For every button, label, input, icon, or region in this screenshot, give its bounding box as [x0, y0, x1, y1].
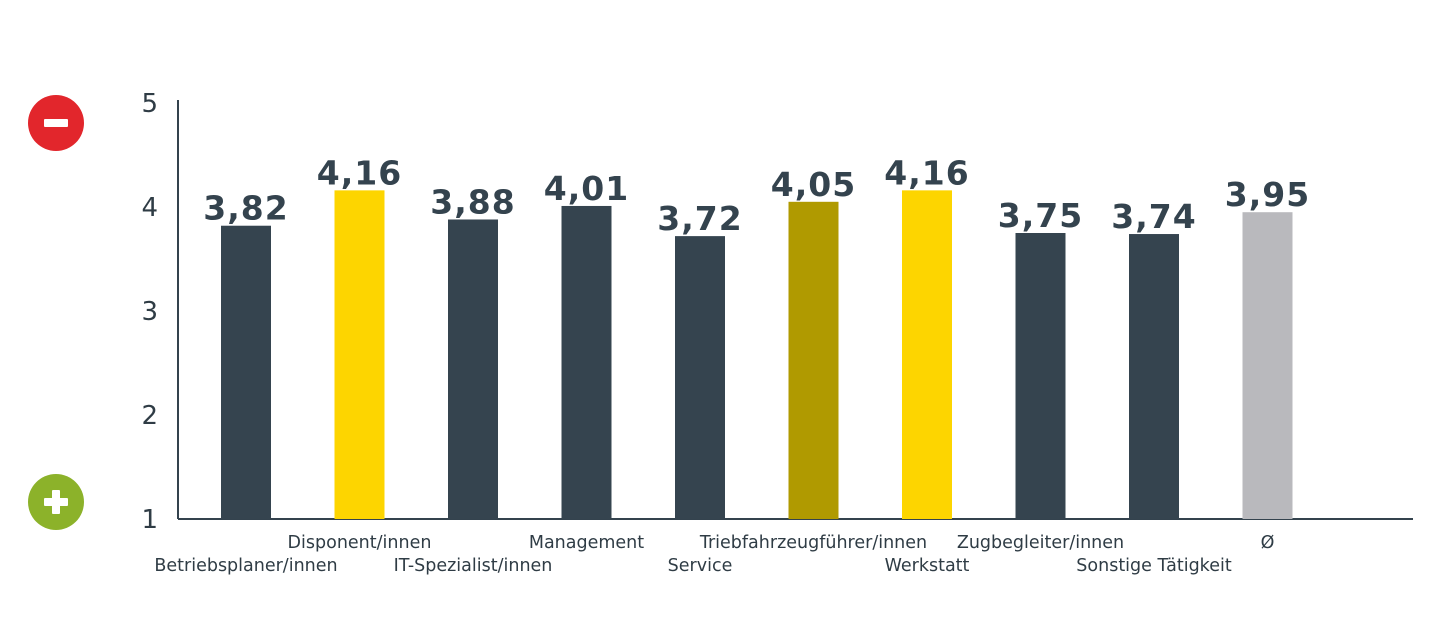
bar [1129, 234, 1179, 520]
bar [675, 236, 725, 519]
value-label: 4,16 [317, 153, 402, 192]
category-label: Ø [1261, 533, 1275, 553]
value-label: 3,75 [998, 196, 1083, 235]
bar [334, 190, 385, 520]
y-tick-label: 2 [141, 401, 158, 431]
y-tick-label: 1 [141, 505, 158, 535]
bar [221, 225, 271, 519]
y-tick-label: 4 [141, 193, 158, 223]
category-label: Zugbegleiter/innen [957, 533, 1124, 553]
plus-icon [28, 474, 84, 530]
category-label: Disponent/innen [288, 533, 432, 553]
value-label: 4,05 [771, 165, 856, 204]
category-label: Sonstige Tätigkeit [1076, 556, 1232, 576]
category-label: IT-Spezialist/innen [394, 556, 553, 576]
bar [1242, 212, 1293, 519]
bar [1015, 233, 1066, 519]
category-label: Betriebsplaner/innen [154, 556, 337, 576]
y-tick-label: 5 [141, 89, 158, 119]
value-label: 4,16 [884, 153, 969, 192]
category-label: Management [529, 533, 644, 553]
value-label: 3,88 [430, 182, 515, 221]
bar [448, 219, 498, 520]
value-label: 3,74 [1111, 197, 1196, 236]
y-tick-label: 3 [141, 297, 158, 327]
value-label: 4,01 [544, 169, 629, 208]
bar [788, 201, 839, 520]
category-label: Triebfahrzeugführer/innen [699, 533, 927, 553]
value-label: 3,82 [203, 189, 288, 228]
value-label: 3,72 [657, 199, 742, 238]
value-label: 3,95 [1225, 175, 1310, 214]
category-label: Werkstatt [885, 556, 970, 576]
category-label: Service [668, 556, 733, 576]
bar [561, 205, 612, 519]
bar [902, 190, 952, 520]
minus-icon [28, 95, 84, 151]
